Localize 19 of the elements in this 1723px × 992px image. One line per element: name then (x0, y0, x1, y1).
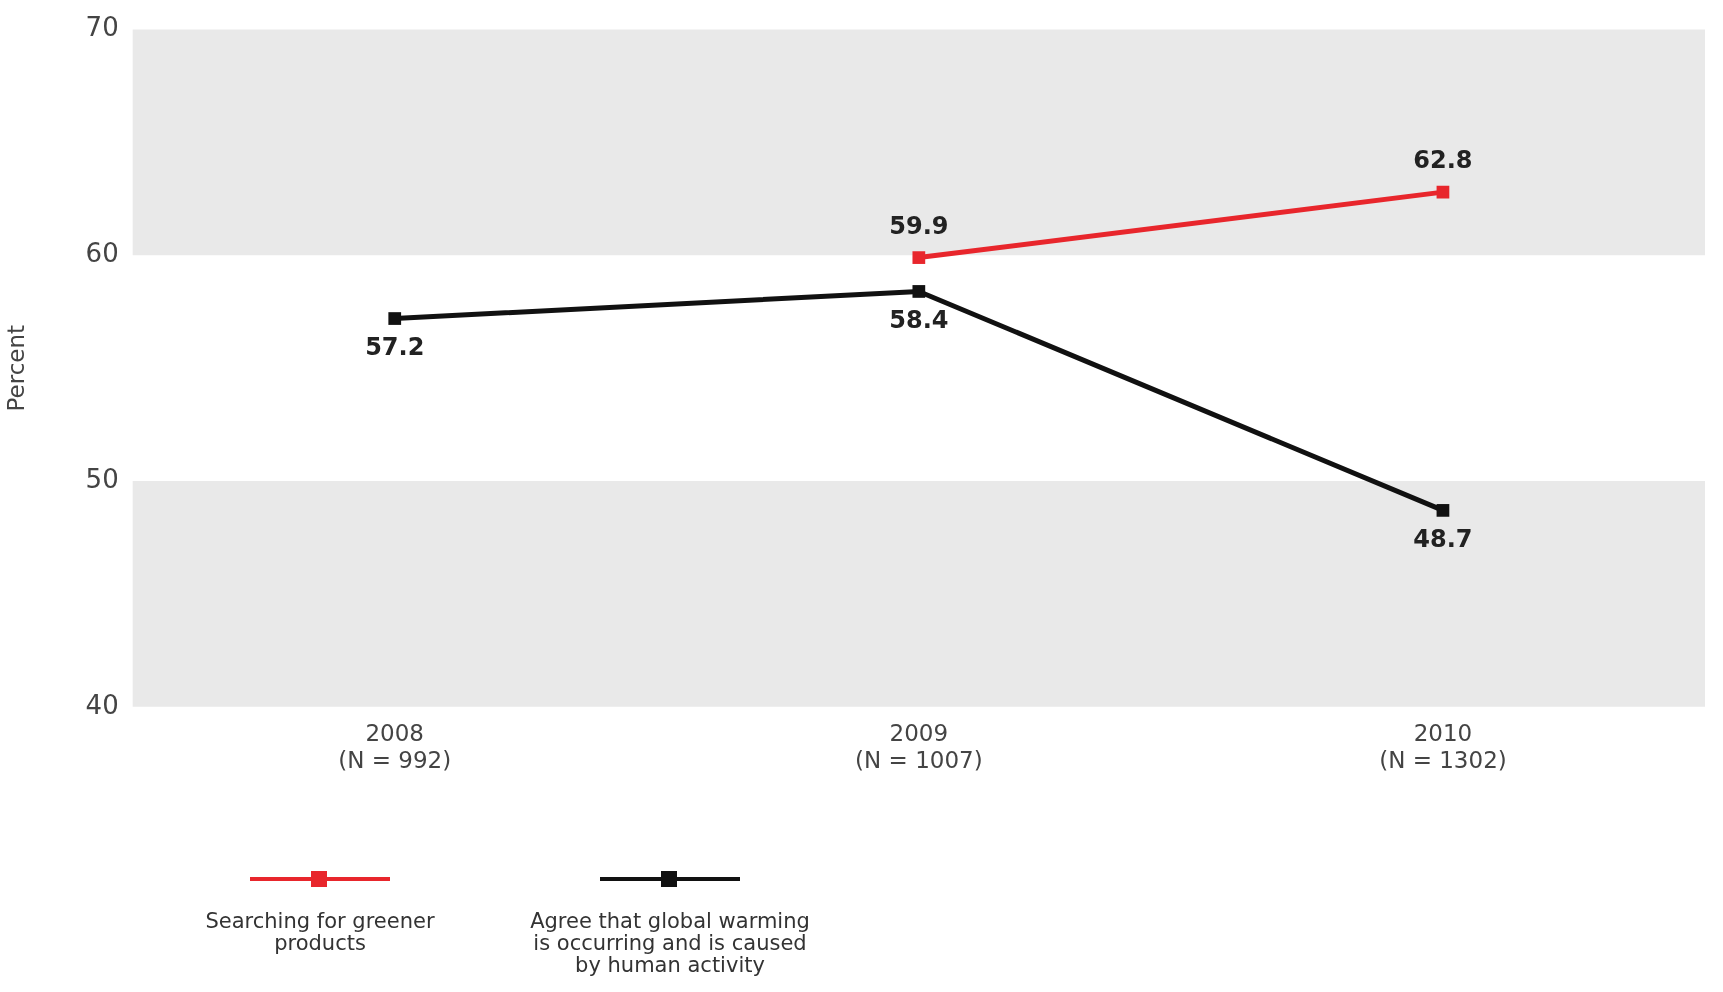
data-label: 62.8 (1413, 146, 1473, 175)
y-axis-title: Percent (2, 324, 29, 412)
legend-label: Searching for greener products (204, 909, 436, 955)
y-tick-label: 70 (85, 12, 119, 43)
point (1436, 504, 1450, 517)
point (388, 312, 402, 325)
data-label: 58.4 (889, 305, 949, 334)
x-tick-label: 2009 (N = 1007) (855, 719, 983, 774)
y-tick-label: 60 (85, 238, 119, 269)
legend-label: Agree that global warming is occurring and is caused by human activity (529, 909, 811, 977)
y-tick-label: 50 (85, 463, 119, 494)
point (912, 285, 926, 298)
x-tick-label: 2010 (N = 1302) (1379, 719, 1507, 774)
point (912, 251, 926, 264)
y-tick-label: 40 (85, 689, 119, 720)
data-label: 59.9 (889, 211, 949, 240)
x-tick-label: 2008 (N = 992) (338, 719, 452, 774)
data-label: 48.7 (1413, 524, 1473, 553)
data-label: 57.2 (365, 332, 425, 361)
